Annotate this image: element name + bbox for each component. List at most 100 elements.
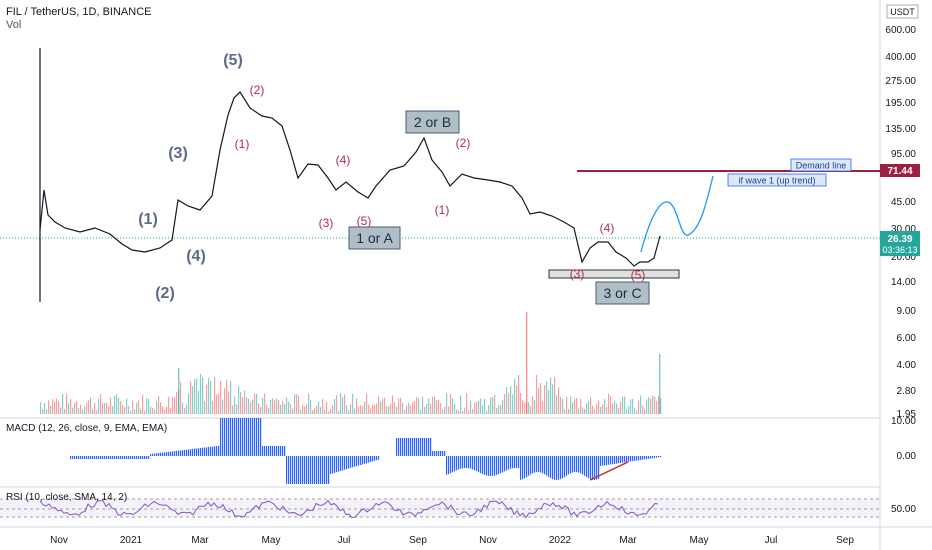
volume-bar xyxy=(484,399,486,414)
macd-bar xyxy=(440,451,442,456)
current-price-value: 26.39 xyxy=(887,234,912,245)
volume-bar xyxy=(440,402,442,414)
macd-bar xyxy=(126,456,128,459)
macd-bar xyxy=(470,456,472,469)
macd-bar xyxy=(204,447,206,456)
macd-bar xyxy=(408,438,410,456)
volume-bar xyxy=(460,395,462,414)
minor-wave-5b: (5) xyxy=(631,268,646,282)
macd-bar xyxy=(564,456,566,477)
volume-bar xyxy=(156,401,158,414)
volume-bar xyxy=(564,409,566,414)
volume-bar xyxy=(444,406,446,414)
macd-bar xyxy=(362,456,364,465)
volume-bar xyxy=(274,400,276,414)
time-tick: Mar xyxy=(619,535,637,546)
volume-bar xyxy=(140,408,142,414)
volume-bar xyxy=(378,396,380,414)
macd-bar xyxy=(136,456,138,459)
volume-bar xyxy=(252,399,254,414)
macd-bar xyxy=(232,418,234,456)
volume-bar xyxy=(634,407,636,414)
minor-wave-4b: (4) xyxy=(600,221,615,235)
volume-bar xyxy=(552,384,554,414)
macd-bar xyxy=(282,446,284,456)
macd-bar xyxy=(454,456,456,472)
symbol-title[interactable]: FIL / TetherUS, 1D, BINANCE xyxy=(6,6,152,18)
volume-bar xyxy=(160,402,162,414)
volume-bar xyxy=(50,405,52,414)
volume-bar xyxy=(346,405,348,414)
volume-bar xyxy=(568,408,570,414)
volume-bar xyxy=(474,402,476,414)
volume-bar xyxy=(282,400,284,414)
volume-bar xyxy=(112,406,114,414)
volume-bar xyxy=(438,399,440,414)
volume-bar xyxy=(452,397,454,414)
volume-bar xyxy=(644,408,646,414)
macd-bar xyxy=(506,456,508,471)
macd-bar xyxy=(352,456,354,468)
volume-bar xyxy=(522,400,524,414)
volume-bar xyxy=(256,393,258,414)
price-tick: 30.00 xyxy=(891,224,916,235)
macd-bar xyxy=(610,456,612,465)
volume-bar xyxy=(468,410,470,414)
macd-bar xyxy=(410,438,412,456)
volume-bar xyxy=(556,395,558,414)
macd-bar xyxy=(566,456,568,476)
macd-bar xyxy=(532,456,534,474)
macd-bar xyxy=(366,456,368,464)
macd-bar xyxy=(374,456,376,461)
volume-bar xyxy=(340,393,342,414)
macd-bar xyxy=(70,456,72,459)
volume-bar xyxy=(630,399,632,414)
volume-label[interactable]: Vol xyxy=(6,19,22,31)
macd-bar xyxy=(278,446,280,456)
macd-bar xyxy=(630,456,632,462)
macd-bar xyxy=(596,456,598,480)
rsi-line xyxy=(39,499,659,519)
volume-bar xyxy=(502,399,504,414)
macd-bar xyxy=(226,418,228,456)
macd-bar xyxy=(460,456,462,469)
macd-bar xyxy=(550,456,552,479)
macd-bar xyxy=(516,456,518,469)
macd-bar xyxy=(82,456,84,459)
volume-bar xyxy=(48,400,50,414)
volume-bar xyxy=(342,397,344,414)
macd-bar xyxy=(200,448,202,456)
volume-bar xyxy=(620,401,622,414)
macd-bar xyxy=(112,456,114,459)
price-axis: USDT 600.00 400.00 275.00 195.00 135.00 … xyxy=(880,4,920,515)
volume-bar xyxy=(550,377,552,414)
volume-bar xyxy=(600,406,602,414)
volume-bar xyxy=(154,409,156,414)
volume-bar xyxy=(212,400,214,414)
macd-bar xyxy=(240,418,242,456)
macd-bar xyxy=(638,456,640,461)
time-tick: Mar xyxy=(191,535,209,546)
volume-bar xyxy=(280,404,282,414)
volume-bar xyxy=(76,401,78,414)
major-wave-3: (3) xyxy=(168,145,188,162)
volume-bar xyxy=(198,391,200,414)
volume-bar xyxy=(532,396,534,414)
macd-label[interactable]: MACD (12, 26, close, 9, EMA, EMA) xyxy=(6,423,167,434)
macd-bar xyxy=(78,456,80,459)
volume-bar xyxy=(610,396,612,414)
label-3-or-c: 3 or C xyxy=(603,285,641,301)
volume-bar xyxy=(442,409,444,414)
volume-bar xyxy=(314,408,316,414)
macd-divergence-line xyxy=(589,461,629,481)
macd-bar xyxy=(332,456,334,474)
macd-tick: 10.00 xyxy=(891,416,916,427)
macd-bar xyxy=(628,456,630,462)
macd-bar xyxy=(634,456,636,461)
volume-bar xyxy=(326,402,328,414)
volume-bar xyxy=(324,409,326,414)
macd-bar xyxy=(106,456,108,459)
macd-bar xyxy=(150,454,152,456)
rsi-label[interactable]: RSI (10, close, SMA, 14, 2) xyxy=(6,492,127,503)
